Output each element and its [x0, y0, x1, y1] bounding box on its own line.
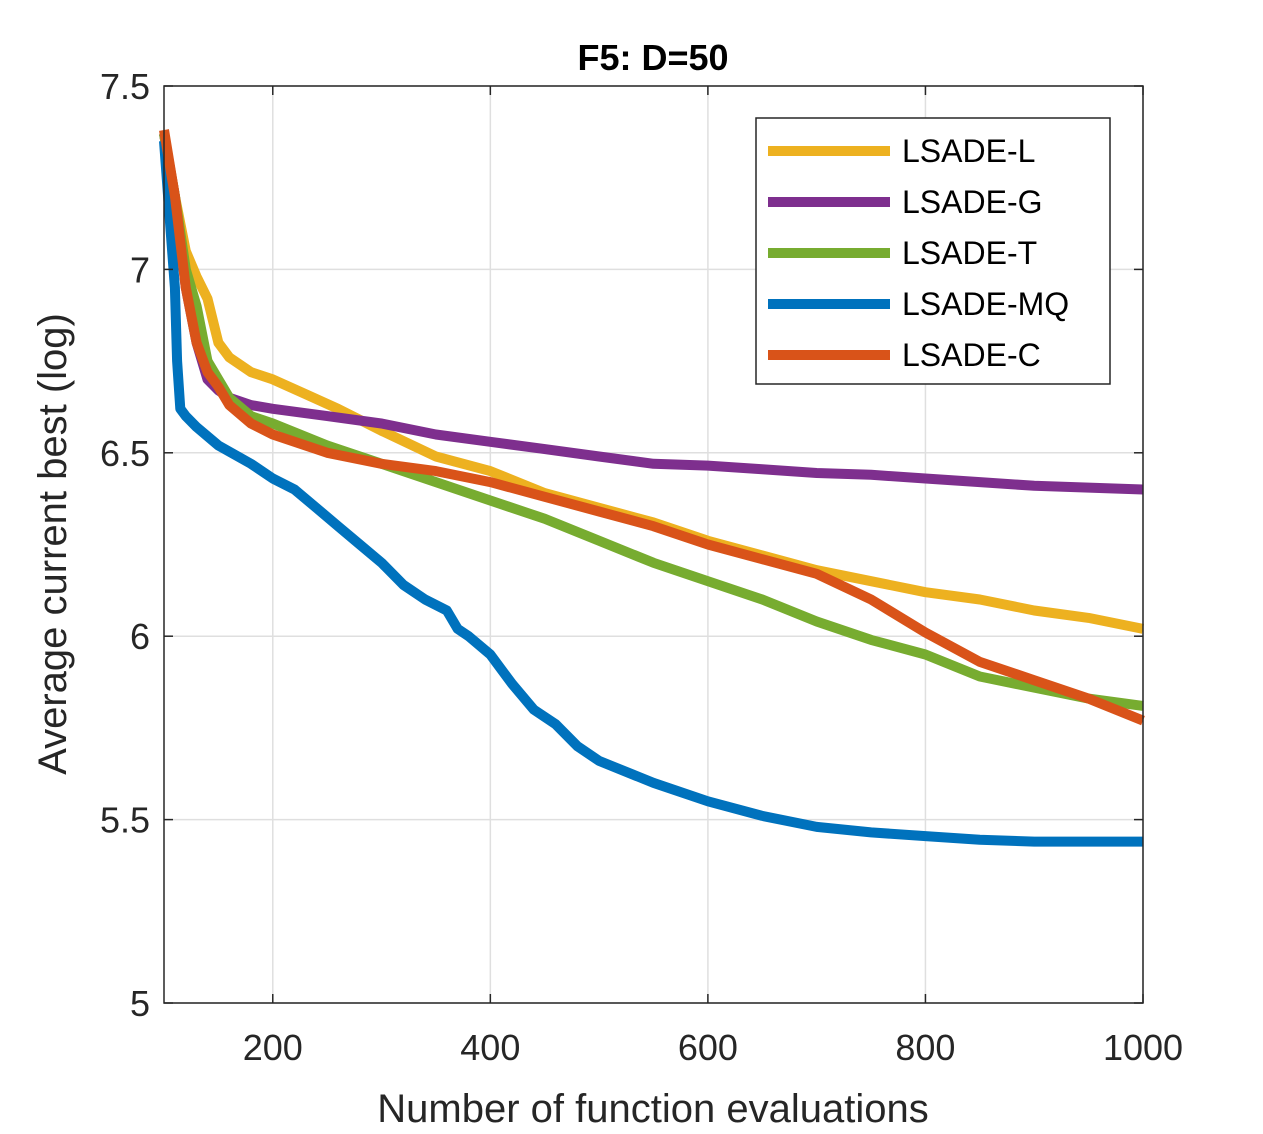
- y-tick-label: 6: [130, 616, 150, 657]
- axis-ticks: 200 400 600 800 1000 5 5.5 6 6.5 7 7.5: [100, 66, 1183, 1068]
- chart-title: F5: D=50: [577, 37, 728, 78]
- y-tick-label: 7.5: [100, 66, 150, 107]
- y-tick-label: 5.5: [100, 800, 150, 841]
- x-tick-label: 400: [460, 1027, 520, 1068]
- data-series: [159, 129, 1145, 847]
- legend-label-lsade-l: LSADE-L: [902, 133, 1035, 169]
- legend-label-lsade-mq: LSADE-MQ: [902, 286, 1069, 322]
- y-tick-label: 7: [130, 249, 150, 290]
- plot-frame: [163, 85, 1144, 1004]
- x-tick-label: 800: [895, 1027, 955, 1068]
- y-tick-label: 5: [130, 983, 150, 1024]
- legend-label-lsade-g: LSADE-G: [902, 184, 1042, 220]
- legend-label-lsade-t: LSADE-T: [902, 235, 1037, 271]
- legend: LSADE-L LSADE-G LSADE-T LSADE-MQ LSADE-C: [755, 117, 1111, 385]
- series-line-lsade-c: [159, 129, 1145, 726]
- x-axis-label: Number of function evaluations: [377, 1087, 928, 1131]
- x-tick-label: 600: [678, 1027, 738, 1068]
- x-tick-label: 1000: [1103, 1027, 1183, 1068]
- y-tick-label: 6.5: [100, 433, 150, 474]
- x-tick-label: 200: [243, 1027, 303, 1068]
- y-axis-label: Average current best (log): [31, 313, 75, 775]
- legend-label-lsade-c: LSADE-C: [902, 337, 1041, 373]
- series-line-lsade-mq: [159, 140, 1143, 847]
- series-line-lsade-l: [159, 132, 1144, 634]
